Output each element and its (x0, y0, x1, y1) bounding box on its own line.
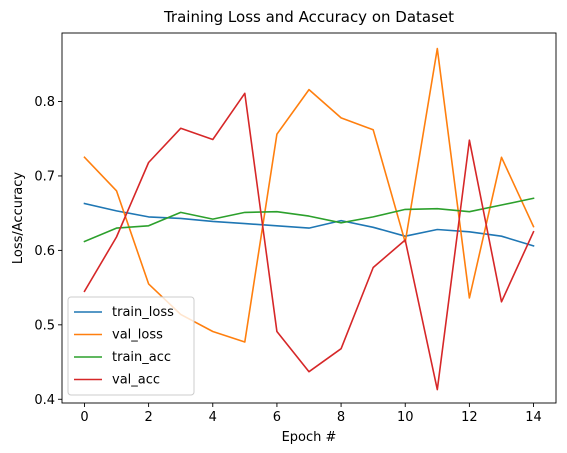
y-tick-label: 0.5 (34, 318, 55, 333)
axes-frame (61, 32, 557, 404)
legend-label-val_loss: val_loss (112, 328, 163, 343)
plot-area: 0 2 4 6 8 10 12 14 0.4 0.5 0.6 0.7 0.8 train_loss val_… (34, 32, 557, 425)
x-tick-label: 2 (144, 410, 152, 425)
x-tick-label: 12 (461, 410, 478, 425)
series-line-train_loss (83, 202, 535, 247)
y-tick-label: 0.7 (34, 169, 55, 184)
y-tick-label: 0.4 (34, 393, 55, 408)
series-line-train_acc (83, 197, 535, 243)
series-line-val_acc (83, 92, 535, 391)
legend-label-val_acc: val_acc (112, 373, 160, 388)
chart-title: Training Loss and Accuracy on Dataset (163, 8, 454, 26)
y-tick-label: 0.8 (34, 95, 55, 110)
y-axis-label: Loss/Accuracy (11, 172, 26, 265)
x-tick-label: 0 (80, 410, 88, 425)
x-tick-label: 6 (273, 410, 281, 425)
x-tick-label: 14 (525, 410, 542, 425)
y-tick-label: 0.6 (34, 244, 55, 259)
legend-label-train_loss: train_loss (112, 305, 174, 320)
legend-box (67, 296, 195, 396)
series-line-val_loss (83, 47, 535, 343)
x-tick-label: 8 (337, 410, 345, 425)
x-tick-label: 4 (209, 410, 217, 425)
legend-label-train_acc: train_acc (112, 350, 171, 365)
x-tick-label: 10 (397, 410, 414, 425)
x-axis-label: Epoch # (282, 430, 337, 445)
